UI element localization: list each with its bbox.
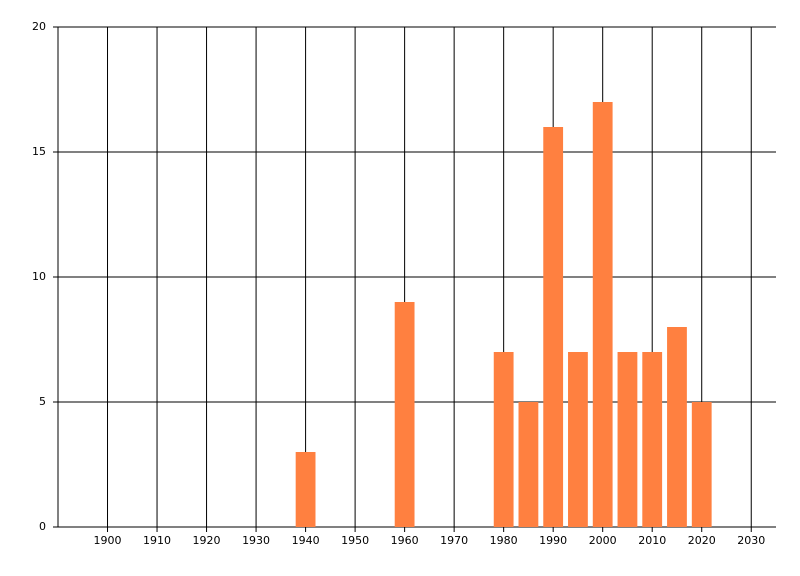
- x-tick-label: 1930: [242, 534, 270, 547]
- x-tick-label: 1950: [341, 534, 369, 547]
- bar: [518, 402, 539, 527]
- x-tick-label: 2030: [737, 534, 765, 547]
- x-tick-label: 1940: [292, 534, 320, 547]
- bar: [394, 302, 415, 527]
- bar: [617, 352, 638, 527]
- y-tick-label: 20: [32, 20, 46, 33]
- x-tick-label: 2000: [589, 534, 617, 547]
- bar: [592, 102, 613, 527]
- bar: [568, 352, 588, 527]
- x-tick-label: 1920: [193, 534, 221, 547]
- bar: [295, 452, 316, 527]
- bar: [642, 352, 663, 527]
- y-tick-label: 0: [39, 520, 46, 533]
- x-tick-label: 1900: [94, 534, 122, 547]
- bar: [667, 327, 687, 527]
- y-tick-label: 5: [39, 395, 46, 408]
- bar: [543, 127, 564, 527]
- x-tick-label: 1990: [539, 534, 567, 547]
- x-tick-label: 1970: [440, 534, 468, 547]
- bar: [493, 352, 514, 527]
- x-tick-label: 2020: [688, 534, 716, 547]
- y-tick-label: 10: [32, 270, 46, 283]
- y-tick-label: 15: [32, 145, 46, 158]
- x-tick-label: 2010: [638, 534, 666, 547]
- x-tick-label: 1960: [391, 534, 419, 547]
- x-tick-label: 1980: [490, 534, 518, 547]
- x-tick-label: 1910: [143, 534, 171, 547]
- bar: [691, 402, 712, 527]
